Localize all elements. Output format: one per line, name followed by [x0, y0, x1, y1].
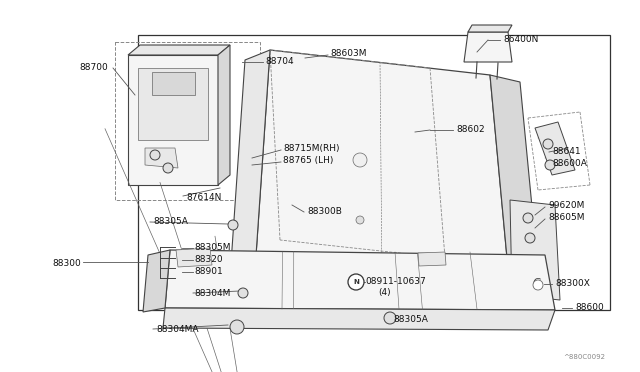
Circle shape	[545, 160, 555, 170]
Text: 88605M: 88605M	[548, 214, 584, 222]
Polygon shape	[230, 50, 270, 278]
Circle shape	[238, 288, 248, 298]
Circle shape	[543, 139, 553, 149]
Text: 88700: 88700	[79, 64, 108, 73]
Circle shape	[384, 312, 396, 324]
Circle shape	[356, 216, 364, 224]
Polygon shape	[145, 148, 178, 168]
Text: 88305A: 88305A	[153, 217, 188, 225]
Polygon shape	[163, 308, 555, 330]
Text: 99620M: 99620M	[548, 202, 584, 211]
Text: 88320: 88320	[194, 256, 223, 264]
Circle shape	[523, 213, 533, 223]
Text: 88305A: 88305A	[393, 314, 428, 324]
Polygon shape	[535, 122, 575, 175]
Text: 88300X: 88300X	[555, 279, 590, 288]
Polygon shape	[176, 248, 212, 267]
Text: 86400N: 86400N	[503, 35, 538, 44]
Polygon shape	[165, 250, 555, 310]
Text: ^880C0092: ^880C0092	[563, 354, 605, 360]
Text: 88304M: 88304M	[194, 289, 230, 298]
Circle shape	[353, 153, 367, 167]
Polygon shape	[490, 75, 540, 290]
Text: 88305M: 88305M	[194, 243, 230, 251]
Text: 88765 (LH): 88765 (LH)	[283, 157, 333, 166]
Polygon shape	[468, 25, 512, 32]
Text: 88704: 88704	[265, 57, 294, 65]
Text: 88304MA: 88304MA	[156, 326, 198, 334]
Circle shape	[525, 233, 535, 243]
Text: 88715M(RH): 88715M(RH)	[283, 144, 339, 153]
Text: 88600: 88600	[575, 302, 604, 311]
Circle shape	[150, 150, 160, 160]
Polygon shape	[464, 32, 512, 62]
Text: 88600A: 88600A	[552, 160, 587, 169]
Text: N: N	[353, 279, 359, 285]
Text: 88602: 88602	[456, 125, 484, 134]
Text: 88901: 88901	[194, 267, 223, 276]
Text: (4): (4)	[378, 288, 390, 296]
Text: 88300B: 88300B	[307, 208, 342, 217]
Polygon shape	[255, 50, 510, 290]
Polygon shape	[218, 45, 230, 185]
Polygon shape	[128, 55, 218, 185]
Polygon shape	[418, 252, 446, 266]
Polygon shape	[138, 68, 208, 140]
Polygon shape	[128, 45, 230, 55]
Polygon shape	[152, 72, 195, 95]
Text: 88300: 88300	[52, 259, 81, 267]
Text: 88641: 88641	[552, 147, 580, 155]
Text: C: C	[532, 278, 540, 288]
Circle shape	[348, 274, 364, 290]
Polygon shape	[510, 200, 560, 300]
Circle shape	[230, 320, 244, 334]
Circle shape	[533, 280, 543, 290]
Polygon shape	[143, 250, 170, 312]
Text: 88603M: 88603M	[330, 49, 367, 58]
Text: 08911-10637: 08911-10637	[365, 276, 426, 285]
Circle shape	[228, 220, 238, 230]
Circle shape	[163, 163, 173, 173]
Text: 87614N: 87614N	[186, 192, 221, 202]
